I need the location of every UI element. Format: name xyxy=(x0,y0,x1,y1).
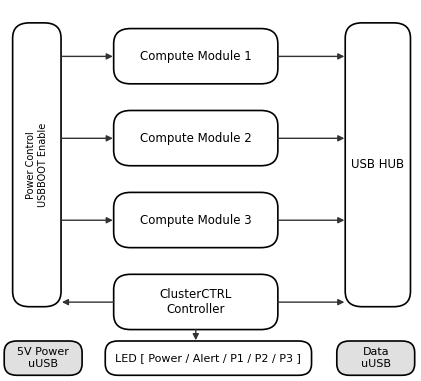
FancyBboxPatch shape xyxy=(114,110,278,166)
FancyBboxPatch shape xyxy=(337,341,415,375)
Text: Power Control
USBBOOT Enable: Power Control USBBOOT Enable xyxy=(26,123,48,207)
Text: Data
uUSB: Data uUSB xyxy=(361,347,391,369)
FancyBboxPatch shape xyxy=(4,341,82,375)
Text: 5V Power
uUSB: 5V Power uUSB xyxy=(17,347,69,369)
Text: Compute Module 2: Compute Module 2 xyxy=(140,131,252,145)
FancyBboxPatch shape xyxy=(13,23,61,307)
FancyBboxPatch shape xyxy=(105,341,312,375)
Text: ClusterCTRL
Controller: ClusterCTRL Controller xyxy=(160,288,232,316)
Text: LED [ Power / Alert / P1 / P2 / P3 ]: LED [ Power / Alert / P1 / P2 / P3 ] xyxy=(115,353,301,363)
FancyBboxPatch shape xyxy=(114,274,278,330)
FancyBboxPatch shape xyxy=(114,192,278,248)
FancyBboxPatch shape xyxy=(114,29,278,84)
Text: Compute Module 3: Compute Module 3 xyxy=(140,213,252,227)
Text: Compute Module 1: Compute Module 1 xyxy=(140,50,252,63)
FancyBboxPatch shape xyxy=(345,23,410,307)
Text: USB HUB: USB HUB xyxy=(351,158,405,171)
